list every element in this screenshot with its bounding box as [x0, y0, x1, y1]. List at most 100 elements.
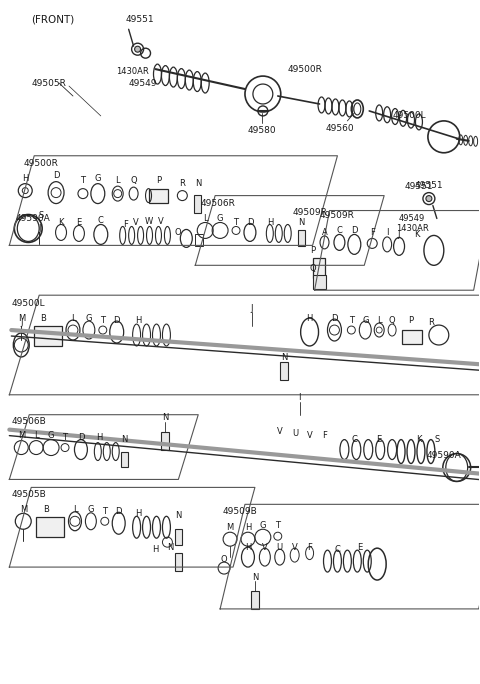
Text: 49551: 49551 — [415, 181, 443, 190]
Text: N: N — [167, 542, 174, 552]
Text: Q: Q — [389, 315, 396, 325]
Bar — [175, 529, 182, 545]
Text: 49549: 49549 — [129, 79, 157, 88]
Text: 49590A: 49590A — [426, 451, 461, 460]
Text: C: C — [98, 216, 104, 225]
Text: M: M — [18, 431, 25, 440]
Text: R: R — [428, 317, 434, 326]
Text: T: T — [102, 507, 108, 516]
Text: L: L — [72, 505, 77, 514]
Text: L: L — [115, 176, 120, 185]
Text: F: F — [307, 542, 312, 552]
Text: 49500L: 49500L — [392, 111, 426, 120]
Text: A: A — [322, 228, 327, 237]
Bar — [402, 330, 422, 344]
Text: N: N — [282, 354, 288, 363]
Bar — [312, 275, 326, 289]
Text: 49500R: 49500R — [23, 159, 58, 168]
Text: L: L — [34, 431, 38, 440]
Text: M: M — [227, 523, 234, 531]
Text: H: H — [266, 218, 273, 227]
Text: U: U — [276, 542, 283, 552]
Text: J: J — [398, 230, 400, 239]
Text: V: V — [133, 218, 139, 227]
Text: W: W — [144, 217, 153, 226]
Bar — [148, 189, 168, 202]
Text: C: C — [351, 435, 357, 444]
Text: H: H — [306, 313, 313, 323]
Text: 49505R: 49505R — [31, 79, 66, 88]
Text: M: M — [20, 505, 27, 514]
Text: L: L — [203, 214, 207, 223]
Bar — [36, 517, 64, 537]
Text: 49506R: 49506R — [200, 199, 235, 208]
Text: H: H — [22, 174, 28, 183]
Text: T: T — [349, 315, 354, 325]
Text: H: H — [245, 523, 251, 531]
Text: K: K — [416, 435, 422, 444]
Text: 49500R: 49500R — [287, 64, 322, 74]
Bar — [251, 591, 259, 609]
Text: C: C — [335, 544, 340, 553]
Text: B: B — [40, 313, 46, 323]
Text: N: N — [299, 218, 305, 227]
Text: T: T — [234, 218, 239, 227]
Text: P: P — [310, 246, 315, 255]
Text: D: D — [78, 433, 84, 442]
Text: G: G — [217, 214, 223, 223]
Text: 49500L: 49500L — [12, 299, 45, 308]
Text: D: D — [53, 171, 60, 180]
Text: D: D — [351, 226, 358, 235]
Text: D: D — [113, 315, 120, 325]
Text: D: D — [331, 313, 338, 323]
Text: H: H — [135, 315, 142, 325]
Text: J: J — [251, 304, 253, 313]
Text: 49509B: 49509B — [222, 507, 257, 516]
Bar — [34, 326, 62, 346]
Text: E: E — [377, 435, 382, 444]
Text: H: H — [152, 544, 159, 553]
Text: P: P — [408, 315, 414, 325]
Text: 49509R: 49509R — [292, 208, 327, 217]
Text: S: S — [434, 435, 440, 444]
Text: H: H — [245, 542, 251, 552]
Text: G: G — [88, 505, 94, 514]
Text: 49590A: 49590A — [15, 214, 50, 223]
Text: 49551: 49551 — [126, 15, 154, 24]
Text: B: B — [43, 505, 49, 514]
Text: K: K — [414, 230, 420, 239]
Text: (FRONT): (FRONT) — [31, 14, 74, 25]
Text: G: G — [362, 315, 369, 325]
Text: T: T — [276, 521, 280, 529]
Text: T: T — [62, 433, 68, 442]
Text: 49551: 49551 — [405, 182, 433, 191]
Text: G: G — [260, 521, 266, 529]
Bar — [280, 362, 288, 380]
Text: S: S — [38, 211, 44, 220]
Circle shape — [134, 47, 141, 52]
Text: M: M — [18, 313, 25, 323]
Text: L: L — [377, 315, 382, 325]
Text: N: N — [252, 573, 258, 581]
Bar — [298, 231, 305, 246]
Bar — [175, 553, 182, 571]
Text: V: V — [262, 542, 268, 552]
Text: E: E — [357, 542, 362, 552]
Text: 1430AR: 1430AR — [116, 66, 148, 76]
Text: U: U — [293, 429, 299, 438]
Text: 1430AR: 1430AR — [396, 224, 428, 233]
Text: G: G — [48, 431, 54, 440]
Text: T: T — [81, 176, 85, 185]
Text: I: I — [299, 393, 301, 402]
Text: G: G — [85, 313, 92, 323]
Text: F: F — [123, 220, 128, 229]
Bar — [312, 259, 324, 278]
Bar — [161, 432, 169, 449]
Text: O: O — [221, 555, 228, 564]
Text: N: N — [195, 179, 202, 188]
Text: N: N — [121, 435, 128, 444]
Text: V: V — [157, 217, 163, 226]
Text: N: N — [175, 511, 181, 520]
Text: C: C — [336, 226, 342, 235]
Text: F: F — [322, 431, 327, 440]
